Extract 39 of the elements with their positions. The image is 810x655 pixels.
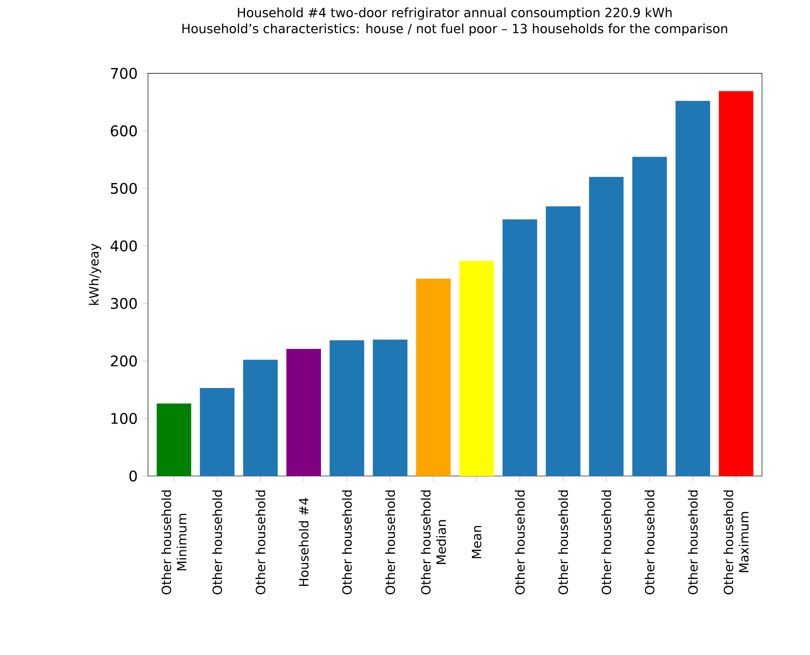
x-tick-label: Other household Median — [420, 490, 446, 594]
x-tick-label: Other household Maximum — [724, 490, 749, 594]
y-axis-title: kWh/yeay — [88, 244, 102, 305]
bar — [589, 176, 624, 476]
bar — [459, 260, 494, 476]
bar — [156, 404, 192, 476]
x-tick-label: Other household — [212, 490, 222, 594]
x-tick-label: Household #4 — [298, 498, 309, 586]
bar — [416, 278, 451, 476]
bar — [546, 206, 580, 476]
y-tick-label: 300 — [110, 298, 137, 309]
x-tick-label: Other household — [385, 490, 396, 594]
bar — [718, 91, 754, 476]
y-tick-label: 700 — [111, 68, 137, 79]
bar — [676, 100, 710, 476]
bar — [632, 156, 667, 476]
y-tick-label: 500 — [110, 182, 137, 194]
bar — [502, 219, 538, 476]
x-tick-label: Other household — [514, 490, 525, 594]
bar — [200, 388, 234, 476]
x-tick-label: Other household — [688, 490, 698, 594]
y-tick-label: 600 — [110, 125, 137, 136]
bar — [286, 348, 321, 476]
y-tick-label: 400 — [110, 240, 137, 252]
x-tick-label: Other household — [256, 490, 266, 594]
bar — [330, 340, 364, 476]
x-tick-label: Other household — [342, 490, 352, 594]
chart-title: Household #4 two-door refrigirator annual consoumption 220.9 kWh — [238, 8, 672, 20]
bar — [372, 340, 408, 476]
chart-subtitle: Household’s characteristics: house / not fuel poor – 13 households for the comparison — [182, 24, 728, 36]
y-tick-label: 200 — [110, 355, 137, 366]
bar — [243, 360, 278, 476]
x-tick-label: Other household — [558, 490, 568, 594]
x-tick-label: Other household — [601, 490, 612, 594]
x-tick-label: Other household — [644, 490, 654, 594]
y-tick-label: 0 — [129, 470, 137, 482]
x-tick-label: Other household Minimum — [161, 490, 187, 594]
x-tick-label: Mean — [472, 526, 482, 558]
y-tick-label: 100 — [111, 412, 137, 424]
